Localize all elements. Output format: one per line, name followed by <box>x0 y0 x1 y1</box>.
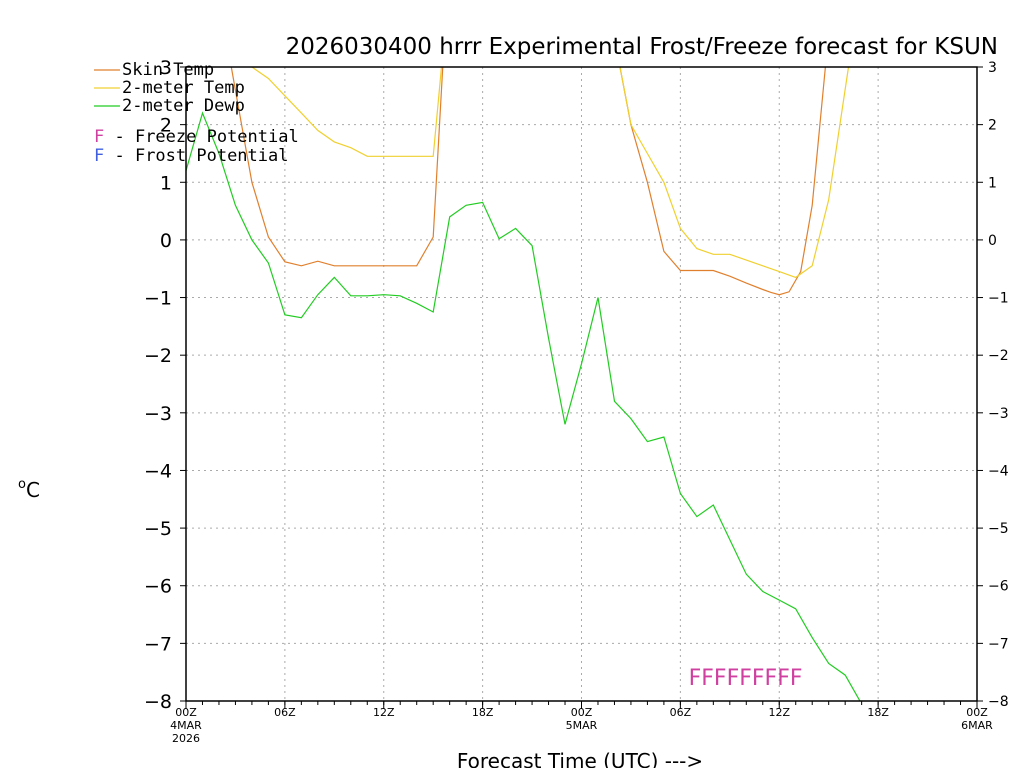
y-tick-label-right: −4 <box>988 463 1009 479</box>
y-tick-label-right: −7 <box>988 636 1009 652</box>
y-tick-label-left: 2 <box>160 115 172 137</box>
y-tick-label-left: 1 <box>160 172 172 194</box>
plot-frame <box>185 66 978 702</box>
y-tick-label-right: −3 <box>988 406 1009 422</box>
freeze-note-text: - Freeze Potential <box>104 127 298 147</box>
frost-letter: F <box>94 146 104 166</box>
y-tick-label-left: −1 <box>144 288 172 310</box>
freeze-potential-marks: FFFFFFFFF <box>689 666 803 691</box>
frost-note-text: - Frost Potential <box>104 146 288 166</box>
x-tick-sublabel-year: 2026 <box>172 732 200 745</box>
x-tick-label: 06Z <box>274 706 296 719</box>
series-line-skin-temp <box>230 67 827 296</box>
y-tick-label-left: −6 <box>144 576 172 598</box>
y-tick-label-right: −1 <box>988 291 1009 307</box>
x-tick-label: 06Z <box>670 706 692 719</box>
x-tick-label: 18Z <box>867 706 889 719</box>
y-tick-label-right: −8 <box>988 694 1009 710</box>
legend: Skin Temp 2-meter Temp 2-meter Dewp F - … <box>94 60 299 166</box>
y-axis-label-unit: C <box>26 478 40 502</box>
x-tick-label: 00Z <box>175 706 197 719</box>
y-tick-label-left: −8 <box>144 691 172 713</box>
y-tick-label-right: −6 <box>988 579 1009 595</box>
legend-label-2m-temp: 2-meter Temp <box>122 78 245 98</box>
y-axis-label-sup: o <box>18 477 26 492</box>
x-tick-label: 12Z <box>768 706 790 719</box>
y-tick-label-right: 3 <box>988 60 997 76</box>
y-tick-label-left: 0 <box>160 230 172 252</box>
x-tick-label: 00Z <box>966 706 988 719</box>
series-line-2-meter-temp <box>251 67 850 279</box>
y-tick-label-right: 2 <box>988 118 997 134</box>
series-lines <box>186 67 861 701</box>
legend-note-freeze: F - Freeze Potential <box>94 127 299 147</box>
legend-label-skin-temp: Skin Temp <box>122 60 214 80</box>
y-tick-label-right: −5 <box>988 521 1009 537</box>
x-tick-sublabel-date: 5MAR <box>566 719 598 732</box>
grid-lines <box>186 67 977 701</box>
y-axis-ticks: −8 −8 −7 −7 −6 −6 −5 −5 −4 −4 −3 −3 −2 −2 −1 −1 0 0 1 1 2 2 3 3 <box>144 57 1009 713</box>
x-tick-label: 12Z <box>373 706 395 719</box>
y-axis-label: oC <box>18 477 40 502</box>
plot-border <box>185 66 978 702</box>
legend-note-frost: F - Frost Potential <box>94 146 288 166</box>
y-tick-label-left: −3 <box>144 403 172 425</box>
chart-title: 2026030400 hrrr Experimental Frost/Freez… <box>286 34 998 60</box>
y-tick-label-left: 3 <box>160 57 172 79</box>
freeze-letter: F <box>94 127 104 147</box>
y-tick-label-left: −4 <box>144 460 172 482</box>
y-tick-label-left: −5 <box>144 518 172 540</box>
y-tick-label-left: −2 <box>144 345 172 367</box>
x-axis-label: Forecast Time (UTC) ---> <box>457 749 703 768</box>
y-tick-label-right: −2 <box>988 348 1009 364</box>
y-tick-label-left: −7 <box>144 633 172 655</box>
y-tick-label-right: 0 <box>988 233 997 249</box>
x-tick-label: 18Z <box>472 706 494 719</box>
y-tick-label-right: 1 <box>988 175 997 191</box>
x-tick-sublabel-date: 6MAR <box>961 719 993 732</box>
series-line-2-meter-dewp <box>186 111 861 701</box>
x-tick-label: 00Z <box>571 706 593 719</box>
x-tick-sublabel-date: 4MAR <box>170 719 202 732</box>
legend-label-2m-dewp: 2-meter Dewp <box>122 96 245 116</box>
